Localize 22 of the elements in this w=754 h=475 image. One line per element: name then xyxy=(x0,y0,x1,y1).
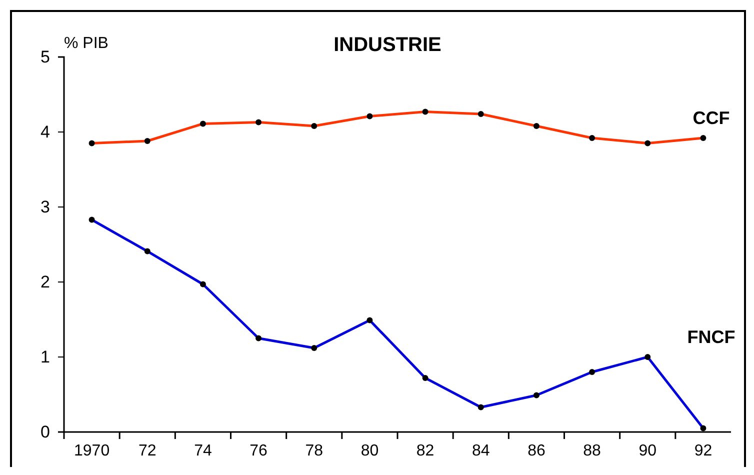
x-tick-label: 90 xyxy=(638,442,657,460)
x-tick-label: 92 xyxy=(694,442,712,460)
x-tick-label: 80 xyxy=(360,442,379,460)
y-tick-label: 3 xyxy=(40,197,50,216)
y-tick-label: 5 xyxy=(40,47,50,66)
x-tick-label: 1970 xyxy=(74,442,110,460)
y-tick-label: 2 xyxy=(40,272,50,292)
y-axis-title: % PIB xyxy=(64,35,108,52)
x-tick-label: 76 xyxy=(250,442,268,460)
chart-title: INDUSTRIE xyxy=(334,34,442,56)
x-tick-label: 82 xyxy=(416,442,434,460)
x-tick-label: 72 xyxy=(138,442,156,460)
text: FNCF xyxy=(687,327,736,347)
x-tick-label: 74 xyxy=(194,442,212,460)
x-tick-label: 84 xyxy=(472,442,490,460)
y-tick-label: 4 xyxy=(40,122,50,142)
x-tick-label: 78 xyxy=(305,442,324,460)
x-tick-label: 88 xyxy=(583,442,602,460)
x-tick-label: 86 xyxy=(528,442,546,460)
series-label: CCF xyxy=(692,108,730,128)
y-tick-label: 0 xyxy=(40,422,50,442)
y-tick-label: 1 xyxy=(40,347,50,366)
